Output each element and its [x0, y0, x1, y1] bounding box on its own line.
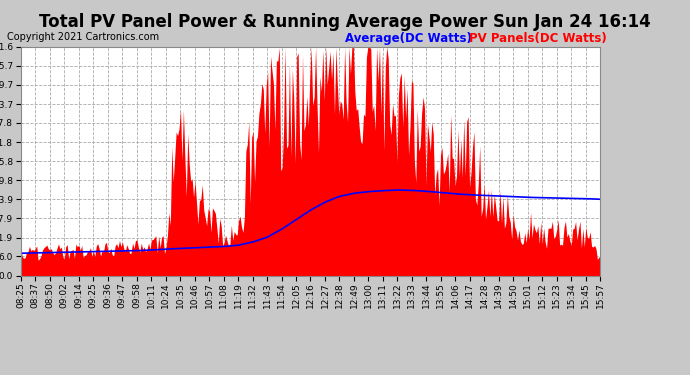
Text: Average(DC Watts): Average(DC Watts)	[345, 32, 472, 45]
Text: Total PV Panel Power & Running Average Power Sun Jan 24 16:14: Total PV Panel Power & Running Average P…	[39, 13, 651, 31]
Text: PV Panels(DC Watts): PV Panels(DC Watts)	[469, 32, 607, 45]
Text: Copyright 2021 Cartronics.com: Copyright 2021 Cartronics.com	[7, 32, 159, 42]
